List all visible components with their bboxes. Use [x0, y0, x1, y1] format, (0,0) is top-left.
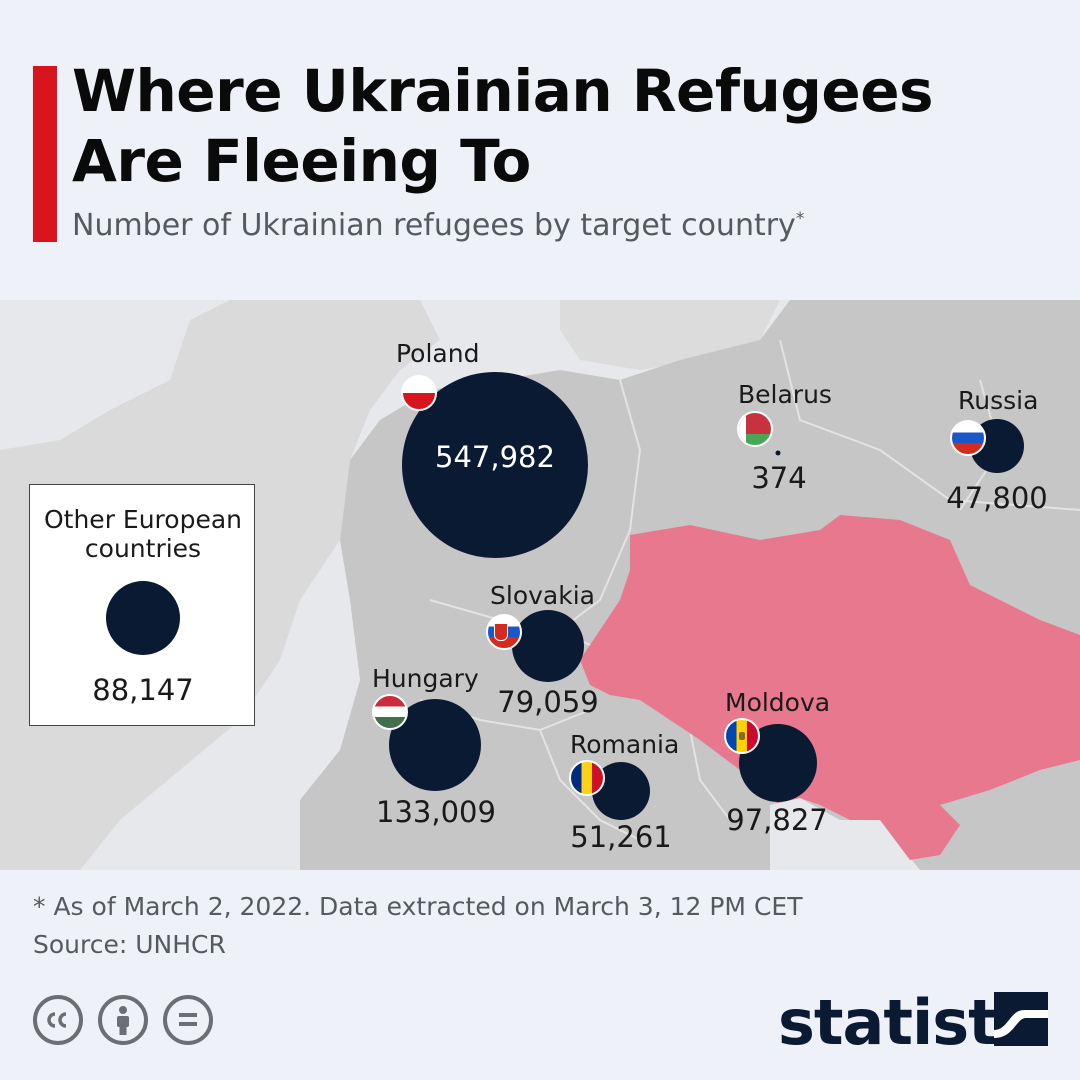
belarus-flag-icon [737, 411, 773, 447]
cc-icon[interactable] [33, 995, 83, 1045]
statista-logo-icon [994, 992, 1048, 1046]
no-derivatives-icon[interactable] [163, 995, 213, 1045]
accent-bar [33, 66, 57, 242]
poland-flag-icon [401, 375, 437, 411]
slovakia-label: Slovakia [490, 581, 595, 610]
belarus-label: Belarus [738, 380, 832, 409]
romania-flag-icon [569, 760, 605, 796]
page-title: Where Ukrainian Refugees Are Fleeing To [72, 56, 934, 196]
poland-value: 547,982 [435, 440, 555, 474]
moldova-value: 97,827 [726, 803, 828, 837]
other-countries-bubble [106, 581, 180, 655]
other-countries-label-line-1: Other European [43, 505, 242, 534]
belarus-value: 374 [751, 461, 807, 495]
hungary-value: 133,009 [376, 795, 496, 829]
moldova-label: Moldova [725, 688, 831, 717]
subtitle-text: Number of Ukrainian refugees by target c… [72, 208, 796, 243]
black-sea [770, 798, 910, 870]
romania-bubble [592, 762, 650, 820]
other-countries-label-line-2: countries [84, 534, 202, 563]
poland-label: Poland [396, 339, 480, 368]
ukraine-land [580, 515, 1080, 860]
source: Source: UNHCR [33, 930, 226, 959]
russia-flag-icon [950, 420, 986, 456]
hungary-label: Hungary [372, 664, 479, 693]
title-line-2: Are Fleeing To [72, 127, 531, 195]
hungary-bubble [389, 699, 481, 791]
slovakia-bubble [512, 610, 584, 682]
other-countries-bubble-svg [106, 581, 180, 655]
belarus-bubble [775, 450, 781, 456]
hungary-flag-icon [372, 694, 408, 730]
other-countries-value: 88,147 [92, 673, 194, 707]
moldova-flag-icon [724, 718, 760, 754]
russia-label: Russia [958, 386, 1039, 415]
romania-value: 51,261 [570, 820, 672, 854]
moldova-bubble [739, 724, 817, 802]
footnote: * As of March 2, 2022. Data extracted on… [33, 892, 803, 921]
poland-bubble [402, 372, 588, 558]
subtitle-footnote-mark: * [795, 209, 805, 229]
slovakia-flag-icon [486, 614, 522, 650]
subtitle: Number of Ukrainian refugees by target c… [72, 208, 804, 243]
scandinavia-land [560, 300, 780, 370]
romania-label: Romania [570, 730, 680, 759]
russia-value: 47,800 [946, 481, 1048, 515]
other-countries-box: Other European countries 88,147 [29, 484, 255, 726]
title-line-1: Where Ukrainian Refugees [72, 57, 934, 125]
other-countries-label: Other European countries [30, 505, 256, 563]
attribution-icon[interactable] [98, 995, 148, 1045]
slovakia-value: 79,059 [497, 685, 599, 719]
